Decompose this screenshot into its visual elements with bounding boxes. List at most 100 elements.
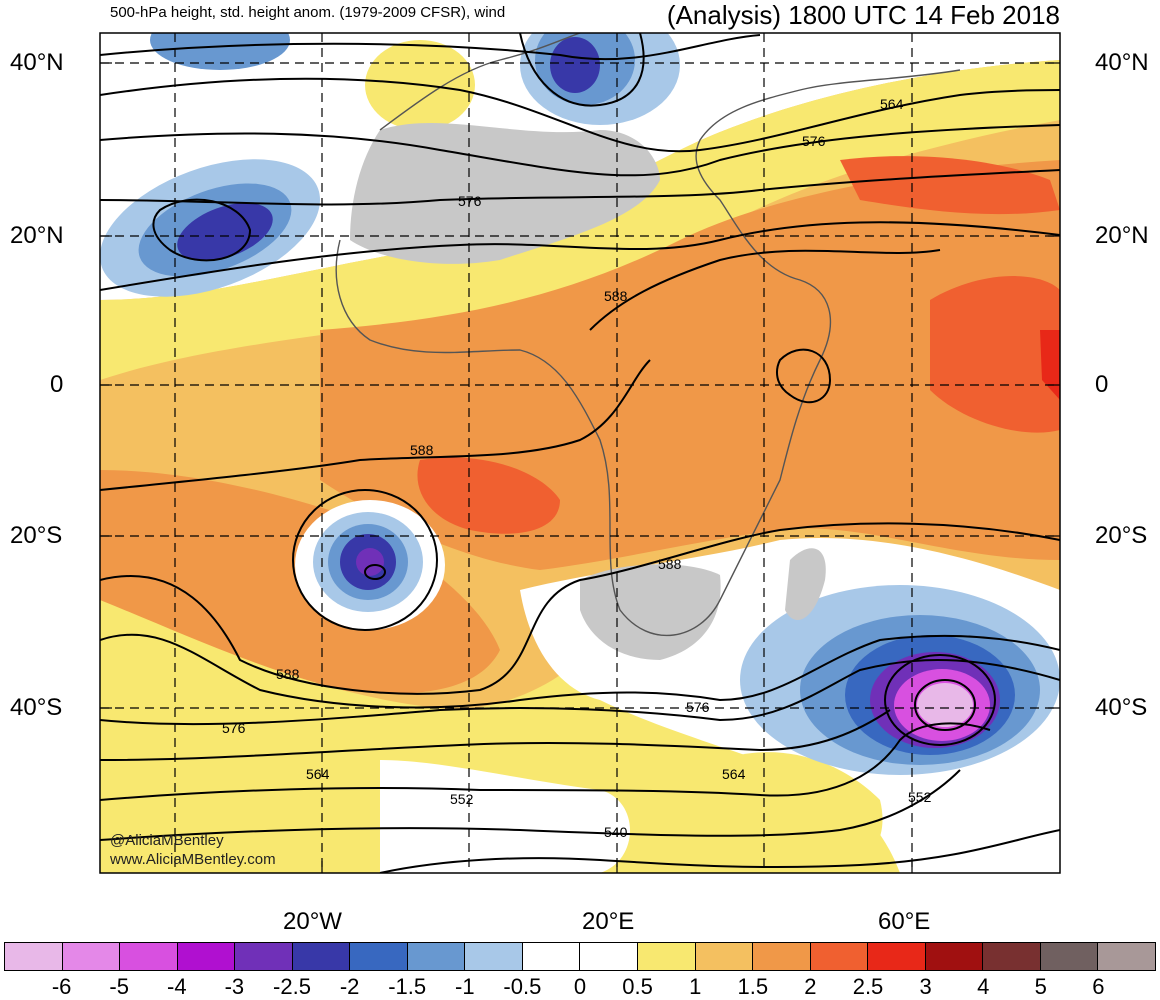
lat-label-eq-left: 0 — [50, 371, 64, 398]
colorbar-swatch — [465, 943, 523, 970]
anomaly-red-south-atlantic — [417, 457, 560, 534]
colorbar-swatch — [638, 943, 696, 970]
colorbar-swatch — [983, 943, 1041, 970]
contour-line — [100, 77, 1060, 153]
land-neutral-madagascar — [785, 548, 826, 620]
contour-line — [100, 34, 761, 61]
colorbar-tick-label: -4 — [167, 974, 187, 999]
contour-line — [364, 564, 386, 580]
contour-line — [100, 722, 991, 801]
graticule — [100, 33, 1060, 873]
map-canvas: 564 576 576 588 588 588 588 576 564 552 … — [99, 32, 1061, 874]
anomaly-low-atlantic-core — [356, 548, 384, 576]
colorbar-tick-label: 2.5 — [852, 974, 884, 999]
colorbar — [4, 942, 1156, 971]
colorbar-swatch — [580, 943, 639, 970]
colorbar-swatch — [407, 943, 466, 970]
colorbar-swatch — [5, 943, 63, 970]
colorbar-tick-label: 5 — [1034, 974, 1047, 999]
colorbar-tick-label: 0.5 — [622, 974, 653, 999]
colorbar-tick-label: 6 — [1092, 974, 1105, 999]
anomaly-yellow-patch — [711, 752, 883, 873]
colorbar-tick-label: -5 — [109, 974, 129, 999]
contour-line — [519, 33, 645, 107]
contour-line — [292, 489, 438, 631]
lat-label-40n-left: 40°N — [10, 49, 64, 76]
contour-label: 564 — [722, 766, 746, 782]
contour-label: 576 — [686, 699, 710, 715]
colorbar-tick-label: 0 — [573, 974, 587, 999]
land-neutral-south-africa — [580, 564, 721, 660]
colorbar-tick-label: -0.5 — [503, 974, 542, 999]
lon-label-20w: 20°W — [283, 908, 342, 935]
credit-website: www.AliciaMBentley.com — [110, 851, 276, 868]
colorbar-swatch — [868, 943, 926, 970]
colorbar-swatch — [695, 943, 754, 970]
contour-line — [379, 829, 1060, 873]
map-frame — [99, 32, 1061, 874]
colorbar-tick-label: 3 — [919, 974, 932, 999]
contour-line — [100, 522, 1060, 695]
anomaly-red-arabia — [840, 156, 1060, 215]
contour-line — [100, 659, 1060, 726]
contour-labels: 564 576 576 588 588 588 588 576 564 552 … — [222, 96, 932, 840]
lat-label-40s-right: 40°S — [1095, 694, 1148, 721]
colorbar-swatch — [925, 943, 984, 970]
contour-label: 576 — [802, 133, 826, 149]
colorbar-tick-label: 4 — [977, 974, 990, 999]
map-title-left: 500-hPa height, std. height anom. (1979-… — [110, 4, 506, 21]
contour-label: 588 — [658, 556, 682, 572]
colorbar-tick-label: -1.5 — [388, 974, 427, 999]
height-contours — [100, 33, 1060, 873]
colorbar-tick-label: 2 — [804, 974, 817, 999]
lon-label-20e: 20°E — [582, 908, 635, 935]
colorbar-swatch — [1098, 943, 1155, 970]
contour-line — [100, 359, 651, 491]
anomaly-deep-red — [1040, 330, 1060, 400]
lat-label-20n-left: 20°N — [10, 222, 64, 249]
credit-handle: @AliciaMBentley — [110, 832, 224, 849]
contour-line — [776, 348, 832, 404]
coastline-europe — [379, 33, 581, 131]
lat-label-20s-right: 20°S — [1095, 522, 1148, 549]
contour-label: 564 — [306, 766, 330, 782]
contour-label: 576 — [458, 193, 482, 209]
contour-line — [100, 124, 1060, 177]
contour-line — [914, 679, 976, 731]
contour-label: 552 — [908, 789, 932, 805]
map-title-right: (Analysis) 1800 UTC 14 Feb 2018 — [666, 0, 1060, 30]
colorbar-swatch — [120, 943, 178, 970]
contour-line — [100, 709, 891, 761]
contour-label: 576 — [222, 720, 246, 736]
lat-label-eq-right: 0 — [1095, 371, 1109, 398]
colorbar-swatch — [292, 943, 351, 970]
colorbar-swatch — [62, 943, 121, 970]
anomaly-cool-se-core — [917, 683, 973, 727]
colorbar-swatch — [177, 943, 236, 970]
land-neutral-sahara — [350, 122, 660, 264]
colorbar-swatch — [235, 943, 293, 970]
anomaly-field — [100, 33, 1060, 873]
lon-label-60e: 60°E — [878, 908, 931, 935]
colorbar-swatch — [753, 943, 811, 970]
contour-line — [152, 198, 252, 262]
colorbar-swatch — [810, 943, 869, 970]
lat-label-20n-right: 20°N — [1095, 222, 1149, 249]
colorbar-swatch — [1040, 943, 1099, 970]
colorbar-swatch — [522, 943, 581, 970]
anomaly-low-med-core — [550, 37, 600, 93]
contour-line — [100, 221, 1060, 291]
contour-label: 588 — [410, 442, 434, 458]
colorbar-labels: -6 -5 -4 -3 -2.5 -2 -1.5 -1 -0.5 0 0.5 1 1.5 2 2.5 3 4 5 6 — [0, 974, 1160, 999]
coastline-africa — [335, 69, 961, 637]
contour-line — [884, 654, 996, 746]
colorbar-swatch — [350, 943, 408, 970]
contour-label: 564 — [880, 96, 904, 112]
colorbar-tick-label: -2 — [339, 974, 360, 999]
contour-label: 552 — [450, 791, 474, 807]
contour-label: 588 — [604, 288, 628, 304]
contour-line — [100, 633, 1060, 709]
anomaly-low-nw-core — [177, 202, 273, 262]
colorbar-tick-label: -6 — [51, 974, 72, 999]
contour-line — [100, 769, 961, 841]
